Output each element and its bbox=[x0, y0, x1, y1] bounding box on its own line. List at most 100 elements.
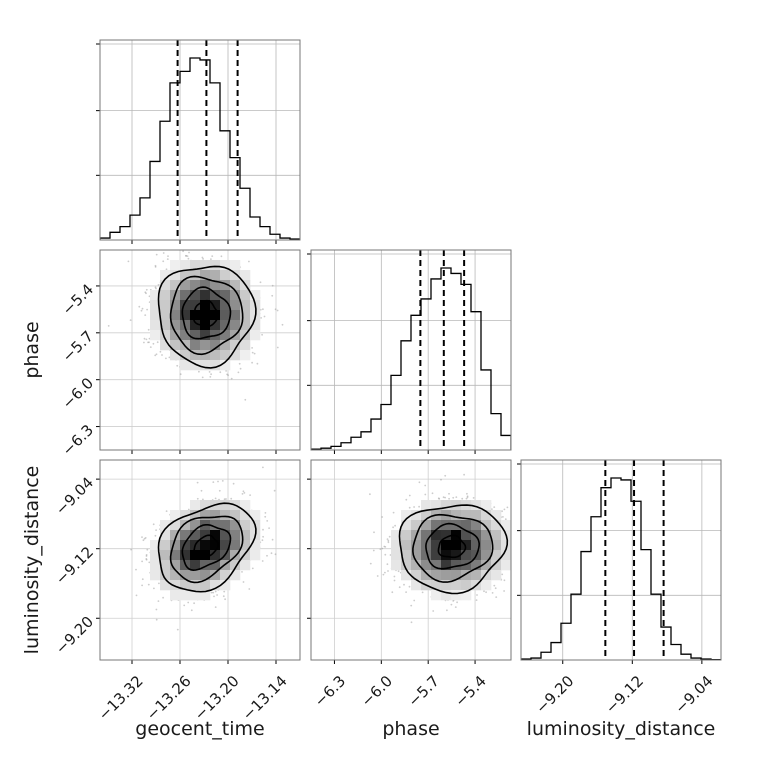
scatter-point bbox=[405, 591, 407, 593]
density-cell bbox=[441, 500, 452, 511]
scatter-point bbox=[493, 584, 496, 587]
density-cell bbox=[481, 500, 492, 511]
density-cell bbox=[210, 560, 221, 571]
scatter-point bbox=[384, 546, 387, 548]
density-cell bbox=[180, 360, 191, 371]
contour-line bbox=[192, 534, 220, 559]
scatter-point bbox=[381, 547, 384, 550]
density-cell bbox=[190, 330, 201, 341]
density-cell bbox=[441, 540, 452, 551]
density-cell bbox=[180, 350, 191, 361]
density-cell bbox=[200, 340, 211, 351]
density-cell bbox=[200, 310, 211, 321]
scatter-point bbox=[270, 552, 273, 555]
density-cell bbox=[471, 510, 482, 521]
scatter-point bbox=[190, 609, 193, 612]
density-cell bbox=[170, 270, 181, 281]
scatter-point bbox=[264, 515, 267, 518]
scatter-point bbox=[448, 497, 450, 500]
scatter-point bbox=[386, 538, 389, 540]
density-cell bbox=[240, 510, 251, 521]
scatter-point bbox=[143, 337, 146, 340]
density-cell bbox=[230, 350, 241, 361]
scatter-point bbox=[155, 253, 158, 256]
density-cell bbox=[421, 530, 432, 541]
scatter-point bbox=[155, 353, 158, 356]
scatter-point bbox=[210, 373, 213, 376]
scatter-point bbox=[242, 581, 245, 583]
density-cell bbox=[431, 500, 442, 511]
scatter-point bbox=[518, 528, 520, 530]
density-cell bbox=[220, 280, 231, 291]
density-cell bbox=[230, 270, 241, 281]
scatter-point bbox=[501, 510, 503, 513]
density-cell bbox=[190, 300, 201, 311]
density-cell bbox=[411, 550, 422, 561]
density-cell bbox=[501, 540, 511, 551]
scatter-point bbox=[392, 526, 394, 529]
scatter-point bbox=[187, 257, 190, 260]
density-cell bbox=[431, 530, 442, 541]
scatter-point bbox=[456, 601, 458, 604]
density-cell bbox=[411, 580, 422, 591]
scatter-point bbox=[188, 251, 190, 254]
scatter-point bbox=[244, 398, 247, 401]
density-cell bbox=[421, 570, 432, 581]
density-cell bbox=[170, 580, 181, 591]
density-cell bbox=[190, 350, 201, 361]
scatter-point bbox=[158, 582, 160, 585]
scatter-point bbox=[504, 518, 507, 521]
density-cell bbox=[200, 560, 211, 571]
scatter-point bbox=[144, 291, 147, 294]
scatter-point bbox=[262, 528, 264, 531]
density-cell bbox=[451, 590, 462, 601]
scatter-point bbox=[237, 371, 240, 374]
density-cell bbox=[200, 590, 211, 601]
density-cell bbox=[220, 580, 231, 591]
density-cell bbox=[471, 500, 482, 511]
density-cell bbox=[431, 540, 442, 551]
scatter-point bbox=[266, 520, 269, 522]
density-cell bbox=[150, 550, 161, 561]
density-cell bbox=[150, 540, 161, 551]
scatter-point bbox=[224, 247, 226, 249]
scatter-point bbox=[413, 599, 416, 602]
density-cell bbox=[391, 550, 402, 561]
scatter-point bbox=[141, 560, 144, 563]
density-cell bbox=[230, 280, 241, 291]
scatter-point bbox=[259, 308, 262, 311]
scatter-point bbox=[161, 354, 163, 356]
scatter-point bbox=[146, 308, 149, 311]
y-tick-label: −9.20 bbox=[52, 613, 97, 658]
density-cell bbox=[401, 510, 412, 521]
density-cell bbox=[451, 570, 462, 581]
density-cell bbox=[230, 570, 241, 581]
scatter-point bbox=[153, 587, 155, 590]
scatter-point bbox=[212, 591, 215, 594]
scatter-point bbox=[490, 508, 493, 511]
density-cell bbox=[250, 550, 261, 561]
x-axis-label-geocent_time: geocent_time bbox=[135, 718, 264, 740]
y-axis-label-luminosity_distance: luminosity_distance bbox=[21, 466, 43, 655]
density-cell bbox=[461, 510, 472, 521]
density-cell bbox=[180, 540, 191, 551]
scatter-point bbox=[397, 570, 400, 573]
scatter-point bbox=[466, 492, 468, 495]
scatter-point bbox=[424, 484, 427, 487]
scatter-point bbox=[155, 529, 158, 531]
scatter-point bbox=[224, 598, 227, 601]
scatter-point bbox=[386, 563, 389, 566]
scatter-point bbox=[156, 341, 159, 344]
density-cell bbox=[160, 560, 171, 571]
hist-panel-geocent_time bbox=[96, 39, 301, 244]
scatter-point bbox=[452, 496, 455, 499]
scatter-point bbox=[256, 362, 259, 365]
density-cell bbox=[220, 500, 231, 511]
y-axis-label-phase: phase bbox=[21, 321, 43, 378]
contour-line bbox=[169, 275, 244, 356]
density-cell bbox=[230, 530, 241, 541]
density-cell bbox=[160, 290, 171, 301]
scatter-point bbox=[222, 595, 225, 598]
scatter-point bbox=[253, 352, 256, 355]
density-cell bbox=[461, 590, 472, 601]
